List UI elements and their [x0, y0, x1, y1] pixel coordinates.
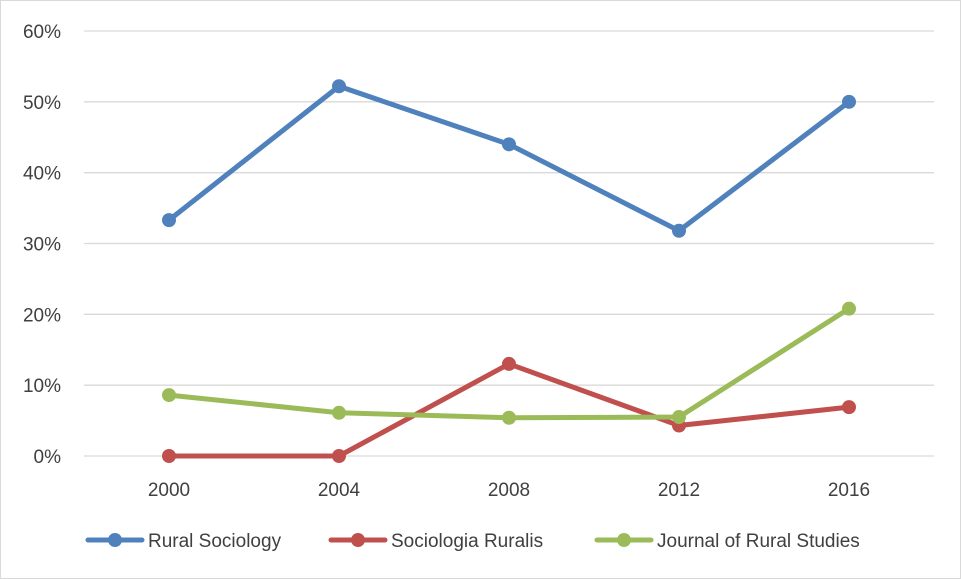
y-tick-label: 10%: [23, 376, 61, 397]
data-point: [332, 449, 346, 463]
legend-swatch-marker: [351, 533, 365, 547]
data-point: [672, 223, 686, 238]
y-tick-label: 60%: [23, 22, 61, 43]
legend-item: Sociologia Ruralis: [328, 531, 543, 552]
data-point: [842, 301, 856, 316]
y-tick-label: 30%: [23, 235, 61, 256]
x-axis-tick-labels: 2000 2004 2008 2012 2016: [148, 480, 870, 501]
x-tick-label: 2000: [148, 480, 190, 501]
gridlines: [84, 30, 934, 457]
legend-label: Rural Sociology: [148, 531, 282, 552]
data-point: [502, 410, 516, 425]
data-point: [842, 94, 856, 109]
y-tick-label: 20%: [23, 305, 61, 326]
data-point: [842, 400, 856, 415]
x-tick-label: 2004: [318, 480, 361, 501]
legend-swatch-marker: [108, 533, 122, 547]
x-tick-label: 2008: [488, 480, 530, 501]
series-lines: [162, 79, 856, 463]
data-point: [162, 388, 176, 403]
legend-item: Journal of Rural Studies: [594, 531, 860, 552]
data-point: [502, 137, 516, 152]
x-tick-label: 2016: [828, 480, 870, 501]
y-tick-label: 50%: [23, 93, 61, 114]
legend-label: Journal of Rural Studies: [657, 531, 860, 552]
series-0: [162, 79, 856, 238]
data-point: [162, 213, 176, 228]
data-point: [162, 449, 176, 463]
legend-label: Sociologia Ruralis: [391, 531, 543, 552]
data-point: [332, 405, 346, 420]
data-point: [672, 410, 686, 425]
x-tick-label: 2012: [658, 480, 700, 501]
data-point: [502, 356, 516, 371]
series-line: [166, 83, 852, 234]
legend-item: Rural Sociology: [85, 531, 282, 552]
y-axis-tick-labels: 0% 10% 20% 30% 40% 50% 60%: [23, 22, 61, 468]
y-tick-label: 0%: [34, 447, 62, 468]
series-line: [166, 361, 852, 459]
legend: Rural Sociology Sociologia Ruralis Journal…: [85, 531, 860, 552]
data-point: [332, 79, 346, 94]
y-tick-label: 40%: [23, 164, 61, 185]
series-2: [162, 301, 856, 425]
legend-swatch-marker: [617, 533, 631, 547]
